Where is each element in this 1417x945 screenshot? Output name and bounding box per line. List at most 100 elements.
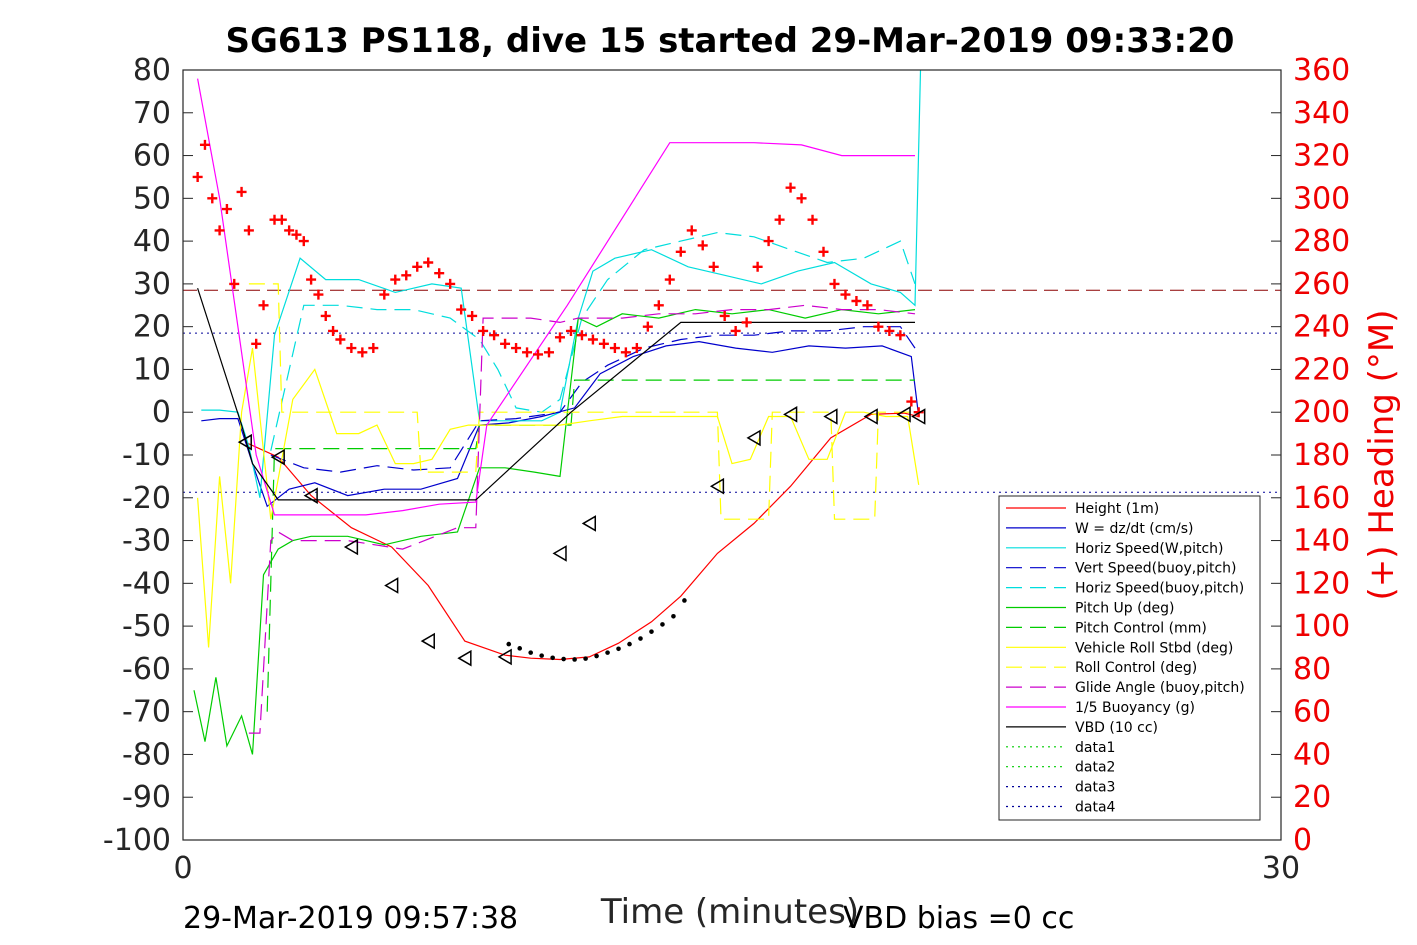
legend-box [998, 495, 1261, 821]
right-tick-label: 300 [1293, 181, 1350, 216]
heading-point [609, 343, 620, 354]
heading-point [554, 332, 565, 343]
right-tick-label: 80 [1293, 652, 1331, 687]
heading-point [320, 310, 331, 321]
heading-point [763, 236, 774, 247]
series-line-height-1m [244, 412, 919, 661]
chart-title: SG613 PS118, dive 15 started 29-Mar-2019… [226, 21, 1235, 61]
heading-point [221, 204, 232, 215]
legend-label-data4: data4 [1075, 800, 1116, 816]
heading-point [576, 330, 587, 341]
profile-dot [616, 646, 621, 652]
right-tick-label: 120 [1293, 566, 1350, 601]
heading-point [328, 325, 339, 336]
profile-dot [671, 613, 676, 619]
left-tick-label: 0 [152, 395, 171, 430]
left-tick-label: -30 [122, 524, 171, 559]
series-line-vehicle-roll-stbd-deg [197, 347, 920, 648]
series-line-horiz-speed-w-pitch [201, 69, 922, 498]
profile-triangle-marker [896, 406, 911, 423]
heading-point [229, 278, 240, 289]
left-tick-label: -80 [122, 737, 171, 772]
heading-point [258, 300, 269, 311]
heading-point [192, 171, 203, 182]
heading-point [653, 300, 664, 311]
heading-point [895, 330, 906, 341]
series-line-vert-speed-buoy-pitch [270, 326, 916, 473]
right-tick-label: 160 [1293, 481, 1350, 516]
left-tick-label: -20 [122, 481, 171, 516]
profile-dot [528, 650, 533, 655]
legend-label-vbd-10-cc: VBD (10 cc) [1075, 720, 1158, 736]
right-tick-label: 60 [1293, 695, 1331, 730]
left-tick-label: 50 [133, 181, 171, 216]
heading-point [807, 214, 818, 225]
legend-label-data3: data3 [1075, 780, 1115, 796]
profile-triangle-marker [863, 408, 878, 425]
legend-label-data2: data2 [1075, 760, 1115, 776]
legend-label-horiz-speed-buoy-pitch: Horiz Speed(buoy,pitch) [1075, 581, 1244, 597]
legend-label-glide-angle-buoy-pitch: Glide Angle (buoy,pitch) [1075, 680, 1245, 696]
heading-point [368, 343, 379, 354]
left-tick-label: 70 [133, 96, 171, 131]
heading-point [598, 338, 609, 349]
right-tick-label: 180 [1293, 438, 1350, 473]
heading-point [675, 246, 686, 257]
series-line-horiz-speed-buoy-pitch [270, 231, 916, 451]
heading-point [642, 321, 653, 332]
x-tick-label: 30 [1262, 851, 1300, 886]
right-tick-label: 260 [1293, 267, 1350, 302]
left-tick-label: 20 [133, 310, 171, 345]
profile-dot [561, 656, 566, 662]
heading-point [620, 347, 631, 358]
right-tick-label: 240 [1293, 310, 1350, 345]
heading-point [456, 304, 467, 315]
right-axis-ticks: 3603403203002802602402202001801601401201… [1271, 53, 1350, 858]
heading-point [730, 325, 741, 336]
heading-point [719, 310, 730, 321]
profile-triangle-marker [384, 577, 399, 594]
heading-point [587, 334, 598, 345]
profile-dot [583, 656, 588, 661]
heading-point [434, 268, 445, 279]
right-tick-label: 140 [1293, 524, 1350, 559]
profile-dot [682, 598, 687, 603]
heading-point [500, 338, 511, 349]
heading-point [251, 338, 262, 349]
heading-point [873, 321, 884, 332]
heading-point [829, 278, 840, 289]
heading-point [708, 261, 719, 272]
profile-triangle-marker [270, 448, 285, 466]
right-tick-label: 0 [1293, 823, 1312, 858]
right-tick-label: 340 [1293, 96, 1350, 131]
profile-dot [660, 622, 665, 627]
heading-point [533, 349, 544, 360]
heading-point [335, 334, 346, 345]
heading-point [346, 343, 357, 354]
heading-point [818, 246, 829, 257]
heading-point [774, 214, 785, 225]
heading-point [796, 193, 807, 204]
heading-point [697, 240, 708, 251]
series-line-pitch-control-mm [266, 379, 915, 712]
profile-dot [539, 653, 544, 658]
heading-point [862, 300, 873, 311]
heading-point [390, 274, 401, 285]
left-tick-label: 60 [133, 139, 171, 174]
heading-point [511, 343, 522, 354]
footer-vbd-bias: VBD bias =0 cc [843, 901, 1074, 936]
profile-triangle-marker [581, 515, 597, 532]
series-line-pitch-up-deg [193, 308, 916, 755]
right-tick-label: 220 [1293, 352, 1350, 387]
heading-point [785, 182, 796, 193]
left-tick-label: -90 [122, 780, 171, 815]
left-tick-label: 30 [133, 267, 171, 302]
heading-point [686, 225, 697, 236]
heading-point [423, 257, 434, 268]
x-axis-ticks: 0 30 [173, 851, 1300, 886]
series-layer [183, 69, 1281, 755]
heading-point [357, 347, 368, 358]
left-tick-label: -40 [122, 566, 171, 601]
right-tick-label: 320 [1293, 139, 1350, 174]
profile-dot [594, 653, 599, 659]
